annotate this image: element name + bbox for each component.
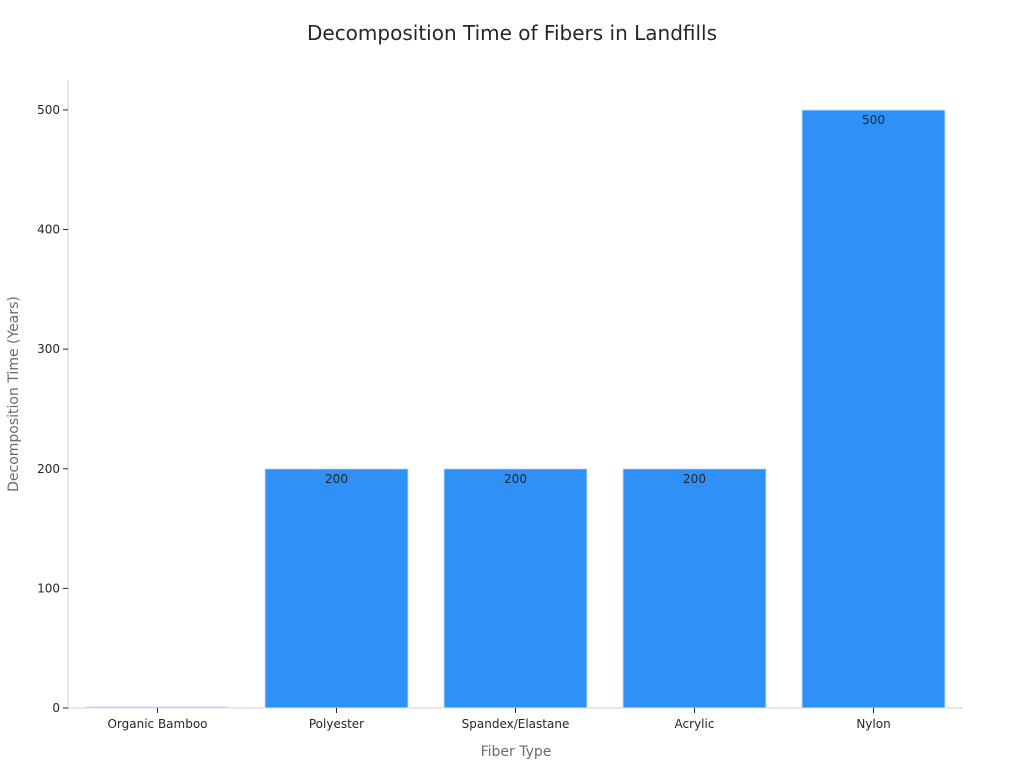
bar bbox=[85, 706, 230, 709]
x-axis-label: Fiber Type bbox=[481, 744, 552, 760]
y-tick-label: 400 bbox=[37, 223, 60, 237]
y-tick-label: 100 bbox=[37, 581, 60, 595]
chart-title: Decomposition Time of Fibers in Landfill… bbox=[307, 21, 717, 45]
y-tick-label: 500 bbox=[37, 103, 60, 117]
y-axis-label: Decomposition Time (Years) bbox=[6, 296, 22, 492]
data-label: 200 bbox=[504, 472, 527, 486]
y-tick-label: 0 bbox=[52, 701, 60, 715]
x-tick-label: Nylon bbox=[856, 717, 890, 731]
y-tick-label: 200 bbox=[37, 462, 60, 476]
x-tick-label: Spandex/Elastane bbox=[462, 717, 570, 731]
x-tick-label: Acrylic bbox=[675, 717, 715, 731]
data-label: 200 bbox=[683, 472, 706, 486]
x-tick-label: Polyester bbox=[309, 717, 364, 731]
data-label: 200 bbox=[325, 472, 348, 486]
bar bbox=[443, 468, 588, 709]
data-label: 500 bbox=[862, 113, 885, 127]
bar bbox=[622, 468, 767, 709]
plot-area: 0 100 200 300 400 500 Organic Bamboo Polyester 2… bbox=[37, 80, 963, 731]
bar bbox=[264, 468, 409, 709]
y-tick-label: 300 bbox=[37, 342, 60, 356]
bar bbox=[801, 109, 946, 709]
x-tick-label: Organic Bamboo bbox=[107, 717, 207, 731]
